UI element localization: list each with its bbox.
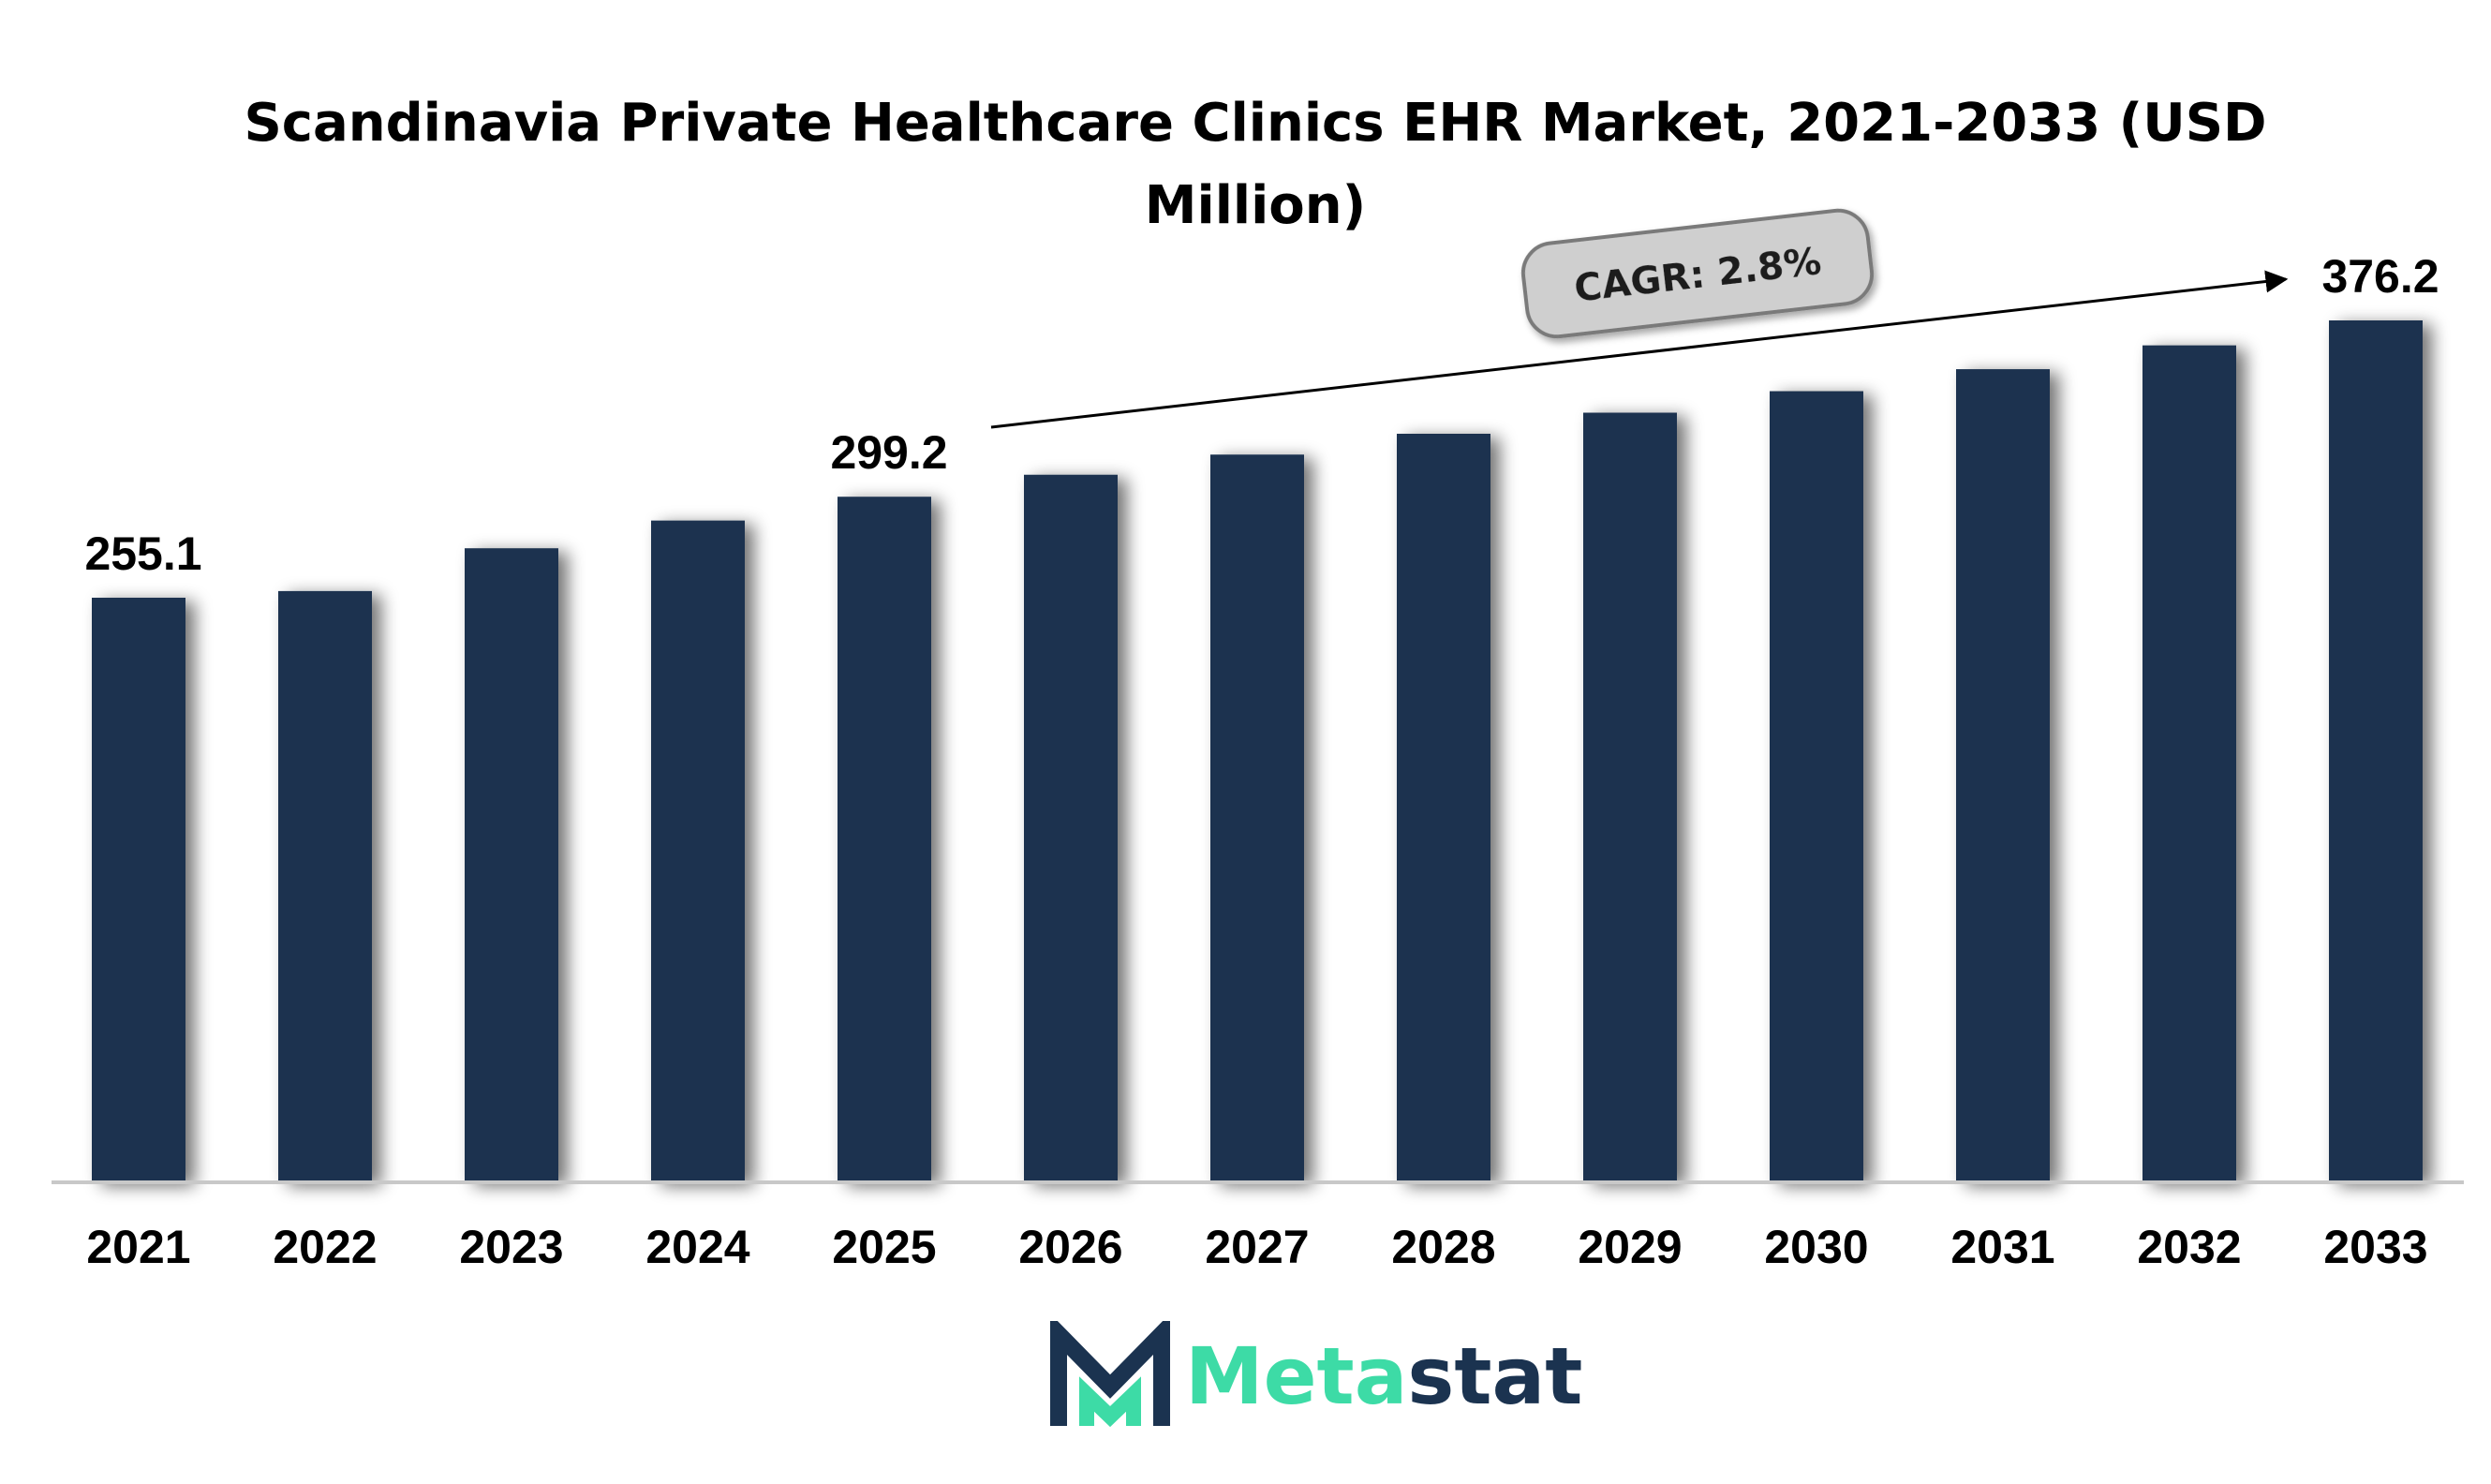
bar-2021 [92,598,185,1182]
bar-2028 [1397,433,1490,1182]
bar-2025 [838,497,931,1182]
x-tick-label: 2024 [645,1221,749,1273]
bar-2032 [2143,345,2236,1182]
data-label-2033: 376.2 [2321,250,2439,303]
data-label-2021: 255.1 [84,527,201,580]
brand-name-part1: Meta [1185,1330,1408,1422]
bar-2023 [465,548,558,1182]
cagr-badge: CAGR: 2.8% [1520,208,1875,339]
chart-title: Scandinavia Private Healthcare Clinics E… [244,93,2267,236]
x-tick-label: 2021 [86,1221,190,1273]
cagr-arrow [990,270,2289,429]
x-tick-label: 2032 [2137,1221,2241,1273]
cagr-box [1520,208,1875,339]
bar-2022 [278,590,372,1182]
bar-2031 [1956,369,2050,1182]
x-tick-label: 2029 [1578,1221,1682,1273]
x-tick-label: 2027 [1205,1221,1309,1273]
brand-name-part2: stat [1407,1330,1583,1422]
bar-2029 [1583,412,1677,1182]
bar-2033 [2329,320,2423,1182]
bar-2027 [1210,454,1304,1182]
metastat-logo: Metastat [1049,1321,1582,1433]
bar-2024 [651,520,745,1182]
x-tick-label: 2033 [2323,1221,2427,1273]
bar-2026 [1024,474,1118,1183]
bar-2030 [1770,391,1863,1182]
x-tick-label: 2030 [1764,1221,1868,1273]
m-logo-icon [1050,1321,1170,1428]
x-tick-label: 2022 [273,1221,377,1273]
x-tick-label: 2031 [1950,1221,2054,1273]
x-tick-label: 2026 [1018,1221,1122,1273]
x-tick-label: 2028 [1391,1221,1495,1273]
brand-name: Metastat [1185,1325,1582,1428]
data-label-2025: 299.2 [830,426,947,479]
x-tick-label: 2023 [459,1221,563,1273]
x-tick-label: 2025 [832,1221,936,1273]
